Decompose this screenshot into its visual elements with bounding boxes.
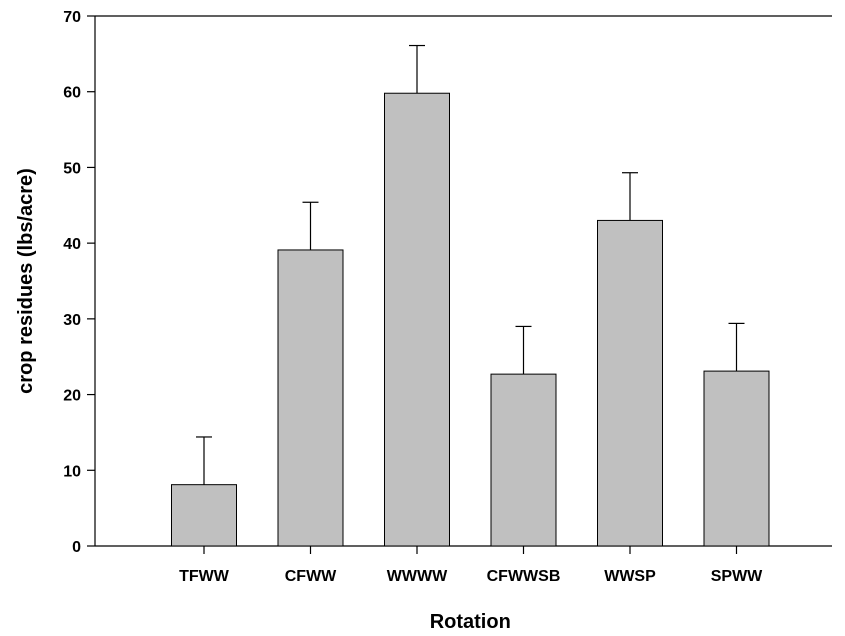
y-tick-label: 10 (63, 463, 81, 480)
x-axis: TFWW CFWW WWWW CFWWSB WWSP SPWW (95, 545, 832, 585)
y-tick-label: 20 (63, 388, 81, 405)
x-tick-label: SPWW (711, 568, 763, 585)
error-bars-group (196, 44, 745, 485)
y-tick-label: 70 (63, 9, 81, 26)
x-tick-label: TFWW (179, 568, 230, 585)
y-tick-label: 30 (63, 312, 81, 329)
bar-wwsp (597, 219, 663, 547)
y-tick-label: 40 (63, 236, 81, 253)
bar-tfww (171, 484, 237, 547)
bar-cfwwsb (490, 373, 557, 547)
bar-cfww (277, 249, 344, 547)
y-tick-label: 60 (63, 85, 81, 102)
bars-group (171, 92, 770, 547)
x-tick-label: WWWW (387, 568, 448, 585)
bar-spww (703, 370, 770, 547)
y-tick-label: 0 (72, 539, 81, 556)
x-tick-label: WWSP (604, 568, 656, 585)
x-tick-label: CFWW (285, 568, 337, 585)
x-axis-title: Rotation (430, 611, 511, 633)
y-axis: 0 10 20 30 40 50 60 70 (63, 9, 832, 556)
x-tick-label: CFWWSB (487, 568, 561, 585)
y-axis-title: crop residues (lbs/acre) (15, 168, 37, 394)
bar-wwww (384, 92, 450, 547)
y-tick-label: 50 (63, 160, 81, 177)
